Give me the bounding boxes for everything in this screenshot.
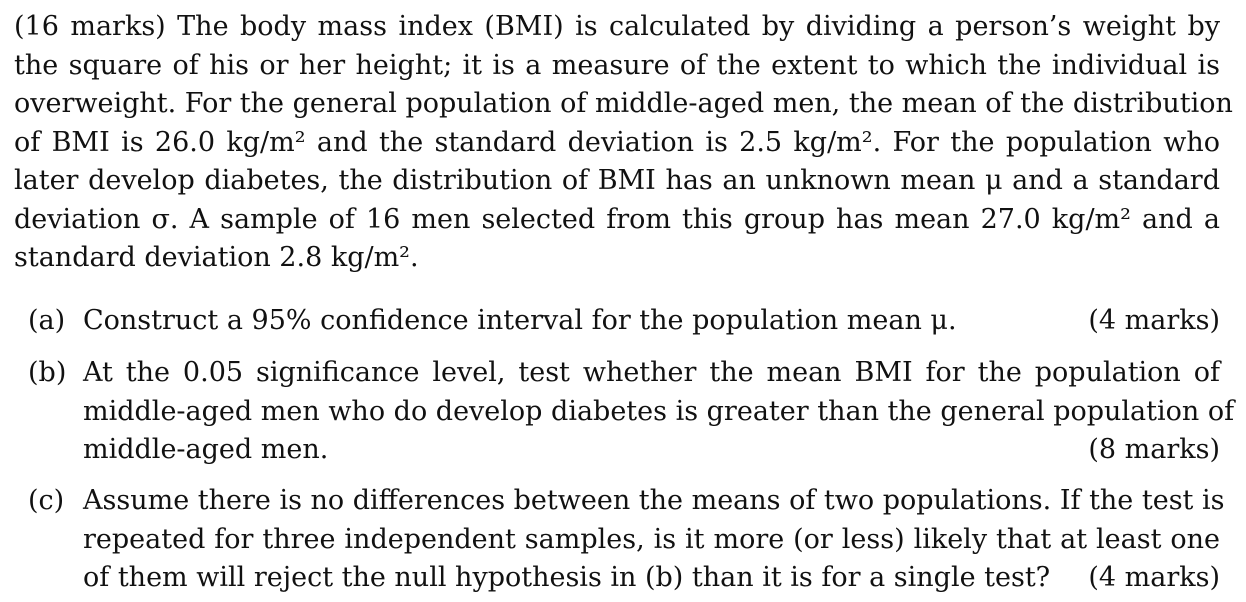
question-intro: (16 marks) The body mass index (BMI) is … xyxy=(14,8,1233,278)
part-a-label: (a) xyxy=(28,305,66,336)
part-b-line-3: middle-aged men. xyxy=(83,434,329,465)
part-c-line-2: repeated for three independent samples, … xyxy=(83,523,1220,555)
part-a-marks: (4 marks) xyxy=(1088,305,1220,336)
part-b-last-row: middle-aged men. (8 marks) xyxy=(83,431,1220,470)
intro-line-7: standard deviation 2.8 kg/m². xyxy=(14,242,419,273)
part-b-line-2: middle-aged men who do develop diabetes … xyxy=(83,395,1235,427)
intro-line-2: the square of his or her height; it is a… xyxy=(14,49,1220,81)
part-c: (c) Assume there is no differences betwe… xyxy=(14,482,1225,598)
part-a-row: Construct a 95% confidence interval for … xyxy=(83,302,1220,341)
part-c-label: (c) xyxy=(28,485,65,516)
part-b-label: (b) xyxy=(28,357,67,388)
intro-line-5: later develop diabetes, the distribution… xyxy=(14,165,1220,196)
part-c-line-1: Assume there is no differences between t… xyxy=(83,485,1225,516)
part-a-text: Construct a 95% confidence interval for … xyxy=(83,305,957,336)
part-a: (a) Construct a 95% confidence interval … xyxy=(14,302,1220,341)
part-c-line-3: of them will reject the null hypothesis … xyxy=(83,562,1051,593)
part-b-body: At the 0.05 significance level, test whe… xyxy=(83,354,1235,470)
intro-line-1: (16 marks) The body mass index (BMI) is … xyxy=(14,11,1220,42)
part-c-body: Assume there is no differences between t… xyxy=(83,482,1225,598)
intro-line-3: overweight. For the general population o… xyxy=(14,88,1233,119)
intro-line-4: of BMI is 26.0 kg/m² and the standard de… xyxy=(14,126,1220,158)
part-b: (b) At the 0.05 significance level, test… xyxy=(14,354,1235,470)
part-b-line-1: At the 0.05 significance level, test whe… xyxy=(83,357,1220,388)
part-c-marks: (4 marks) xyxy=(1088,562,1220,593)
part-c-last-row: of them will reject the null hypothesis … xyxy=(83,559,1220,598)
part-b-marks: (8 marks) xyxy=(1088,434,1220,465)
intro-line-6: deviation σ. A sample of 16 men selected… xyxy=(14,203,1220,235)
